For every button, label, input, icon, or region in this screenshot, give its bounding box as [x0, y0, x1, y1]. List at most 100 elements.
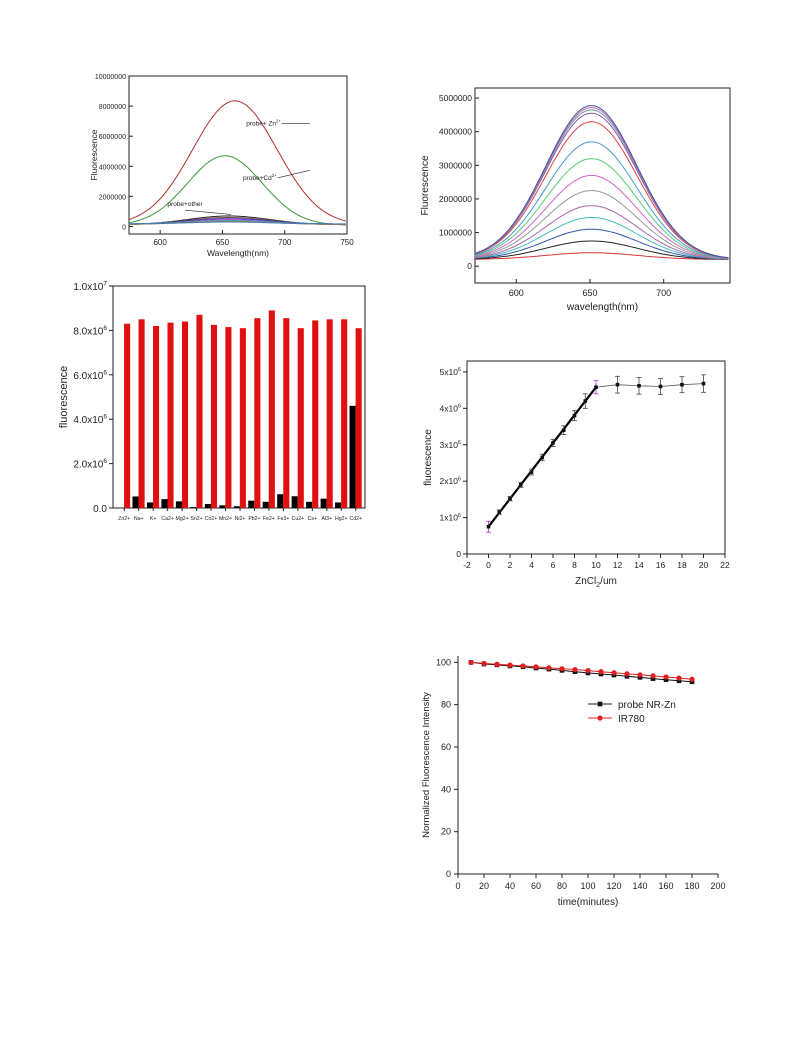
y-axis-label: fluorescence [58, 366, 70, 428]
x-tick-label: 14 [634, 560, 644, 570]
data-point-12 [637, 383, 641, 388]
series-line-8 [474, 141, 729, 259]
x-tick-label: 0 [486, 560, 491, 570]
bar-black-7 [219, 505, 226, 508]
x-tick-label: Ca2+ [161, 516, 174, 522]
y-tick-label: 4x106 [439, 403, 461, 413]
bar-black-4 [175, 501, 182, 508]
x-tick-label: 200 [710, 881, 725, 891]
x-tick-label: 22 [720, 560, 730, 570]
x-tick-label: 2 [508, 560, 513, 570]
data-point-0-15 [663, 677, 669, 683]
x-tick-label: Al3+ [322, 516, 333, 522]
bar-black-15 [335, 502, 342, 508]
x-tick-label: 600 [509, 288, 524, 298]
y-tick-label: 10000000 [95, 74, 126, 81]
data-point-1-3 [507, 662, 513, 668]
legend-label-1: IR780 [618, 714, 645, 725]
y-tick-label: 2000000 [99, 194, 126, 201]
annotation-label-1: probe+Cd2+ [243, 173, 277, 182]
x-tick-label: Mg2+ [176, 516, 189, 522]
x-tick-label: Cs+ [308, 516, 317, 522]
bar-black-14 [320, 498, 327, 508]
x-tick-label: 40 [505, 881, 515, 891]
plot-frame [474, 87, 731, 284]
series-line-8 [129, 221, 346, 225]
data-point-7 [561, 428, 566, 432]
y-tick-label: 5x106 [439, 367, 461, 377]
bar-red-11 [283, 318, 290, 508]
y-tick-label: 4000000 [439, 127, 472, 137]
series-line-11 [474, 109, 729, 259]
x-tick-label: K+ [150, 516, 157, 522]
y-tick-label: 0 [446, 869, 451, 879]
data-point-4 [529, 470, 534, 474]
y-tick-label: 100 [436, 657, 451, 667]
x-tick-label: 10 [591, 560, 601, 570]
bar-black-12 [291, 496, 298, 508]
data-point-2 [508, 496, 512, 501]
y-tick-label: 0 [122, 224, 126, 231]
x-tick-label: 60 [531, 881, 541, 891]
data-point-1-16 [676, 675, 682, 681]
data-point-6 [551, 441, 555, 445]
data-line [488, 383, 704, 527]
series-line-0 [128, 100, 346, 222]
x-axis-label: ZnCl2/um [575, 576, 617, 589]
y-tick-label: 60 [441, 742, 451, 752]
bar-red-5 [196, 314, 203, 508]
data-point-1-7 [559, 666, 565, 672]
series-line-9 [474, 121, 729, 259]
bar-red-9 [254, 318, 261, 508]
data-point-1-4 [520, 663, 526, 669]
bar-black-1 [132, 496, 139, 508]
data-point-11 [615, 382, 620, 387]
y-tick-label: 2x106 [439, 476, 461, 486]
data-point-3 [518, 483, 523, 487]
x-tick-label: -2 [463, 560, 471, 570]
x-tick-label: 160 [658, 881, 673, 891]
x-tick-label: 0 [455, 881, 460, 891]
series-line-1 [474, 240, 729, 260]
bar-red-6 [210, 324, 217, 508]
bar-black-5 [190, 507, 197, 508]
series-line-5 [474, 190, 729, 260]
data-point-1-14 [650, 673, 656, 679]
x-tick-label: 140 [632, 881, 647, 891]
data-point-1-17 [689, 676, 695, 682]
y-tick-label: 3000000 [439, 160, 472, 170]
chart-photostability: 0 20 40 60 80 100 120 140 160 180 200 0 20 40 60 80 100 p… [421, 656, 726, 908]
x-tick-label: 650 [216, 238, 230, 247]
x-tick-label: 8 [572, 560, 577, 570]
y-tick-label: 1000000 [439, 228, 472, 238]
data-point-1-10 [598, 669, 604, 675]
data-point-1-9 [585, 668, 591, 674]
y-tick-label: 5000000 [439, 93, 472, 103]
x-tick-label: Hg2+ [335, 516, 348, 522]
x-axis-label: time(minutes) [558, 897, 619, 908]
x-tick-label: Na+ [134, 516, 144, 522]
series-line-1 [470, 661, 693, 680]
data-point-14 [680, 382, 684, 387]
data-point-1-11 [611, 670, 617, 676]
bar-black-2 [146, 502, 154, 508]
x-tick-label: 180 [684, 881, 699, 891]
data-point-1-15 [663, 674, 669, 680]
y-tick-label: 6000000 [99, 134, 126, 141]
data-point-1-12 [624, 671, 630, 677]
bar-red-10 [268, 310, 275, 508]
legend-label-0: probe NR-Zn [618, 700, 676, 711]
y-tick-label: 1x106 [439, 513, 461, 523]
x-tick-label: 600 [153, 238, 167, 247]
y-axis-label: Fluorescence [420, 155, 431, 215]
series-line-0 [475, 252, 729, 260]
x-tick-label: 12 [613, 560, 623, 570]
series-line-12 [474, 107, 729, 259]
x-tick-label: 120 [606, 881, 621, 891]
bar-black-16 [349, 405, 356, 508]
legend-marker-1 [597, 715, 603, 721]
y-axis-label: Fluorescence [89, 129, 99, 180]
bar-black-9 [248, 500, 255, 508]
annotation-arrow-2 [185, 209, 232, 215]
data-point-1-2 [494, 661, 500, 667]
